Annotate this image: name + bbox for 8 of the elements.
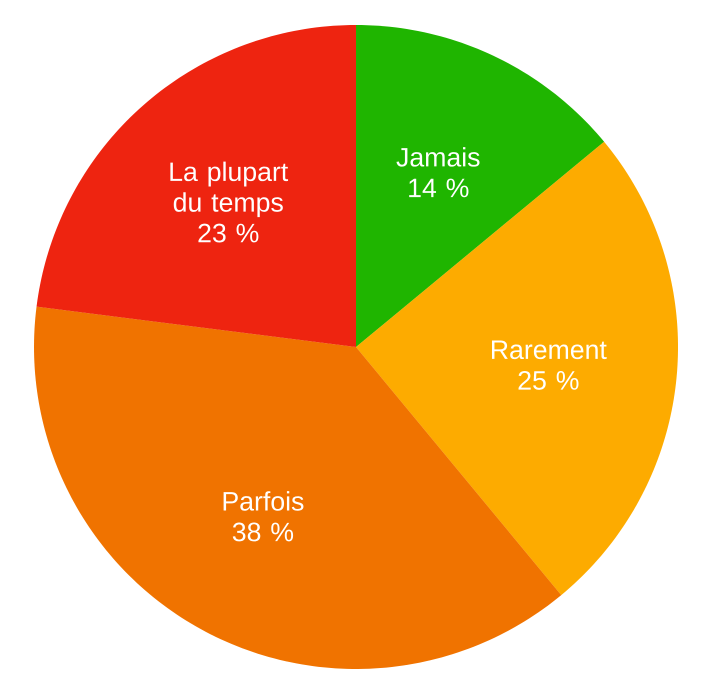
slice-label: Rarement — [492, 340, 607, 360]
slice-label: Parfois — [224, 491, 304, 511]
data-label: 38 % — [232, 522, 294, 542]
slice-label: La plupart du temps — [170, 162, 288, 218]
data-label: 14 % — [409, 178, 468, 198]
data-label: 23 % — [198, 224, 258, 243]
slice-label: Jamais — [396, 147, 480, 167]
data-label: 25 % — [518, 370, 578, 390]
